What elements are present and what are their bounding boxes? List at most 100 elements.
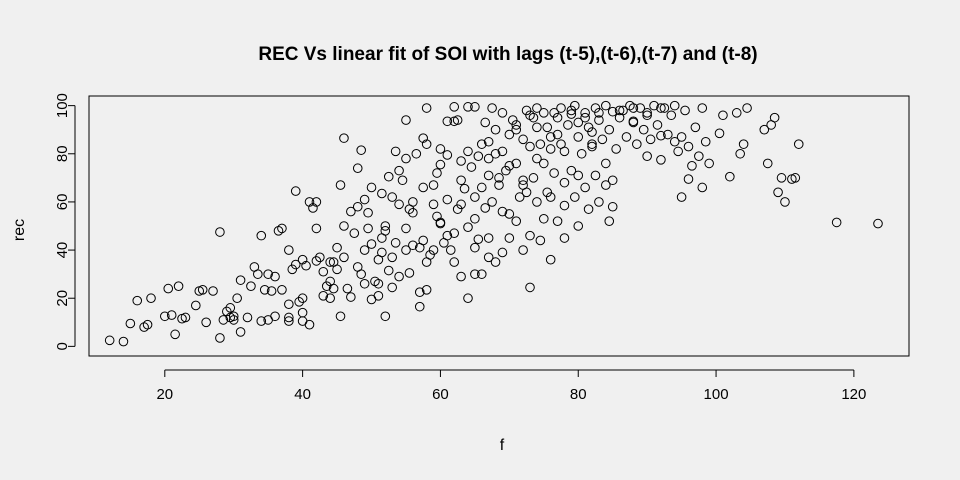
data-point <box>297 307 308 318</box>
data-point <box>518 175 528 186</box>
data-point <box>580 112 590 123</box>
data-point <box>580 108 590 118</box>
data-point <box>666 110 677 121</box>
data-point <box>349 228 360 239</box>
data-point <box>780 197 790 207</box>
data-point <box>504 209 515 219</box>
data-point <box>452 204 463 214</box>
data-point <box>552 112 563 123</box>
y-tick-label: 80 <box>54 145 71 162</box>
data-point <box>580 182 590 193</box>
data-point <box>676 132 687 142</box>
data-point <box>573 132 584 142</box>
data-point <box>170 329 180 340</box>
data-point <box>597 134 608 145</box>
data-point <box>356 145 366 155</box>
data-point <box>456 199 466 210</box>
data-point <box>497 247 508 258</box>
data-point <box>511 158 522 169</box>
x-axis: 20 40 60 80 100 120 <box>156 369 866 403</box>
data-point <box>414 301 425 312</box>
data-point <box>359 278 370 289</box>
data-point <box>321 281 332 291</box>
data-point <box>284 316 294 326</box>
data-point <box>494 173 504 183</box>
data-point <box>432 168 442 178</box>
data-point <box>383 265 394 276</box>
data-point <box>690 122 701 133</box>
data-point <box>511 124 522 135</box>
data-point <box>532 153 542 164</box>
data-point <box>559 233 570 243</box>
data-point <box>700 136 711 147</box>
data-point <box>518 245 528 255</box>
data-point <box>335 311 346 322</box>
data-point <box>525 141 535 152</box>
data-point <box>180 312 191 323</box>
data-point <box>325 257 335 267</box>
y-tick-label: 60 <box>54 194 71 211</box>
data-point <box>325 293 335 304</box>
data-point <box>418 235 429 246</box>
data-point <box>332 242 342 253</box>
data-point <box>625 100 635 111</box>
data-point <box>683 141 694 152</box>
data-point <box>225 303 236 313</box>
data-point <box>470 192 480 202</box>
data-point <box>456 156 466 166</box>
data-point <box>449 102 460 112</box>
data-point <box>538 158 549 169</box>
data-point <box>470 213 480 224</box>
data-point <box>535 235 546 246</box>
data-point <box>277 223 287 234</box>
data-point <box>452 115 463 125</box>
data-point <box>390 146 401 157</box>
data-point <box>514 192 525 202</box>
data-point <box>587 139 597 149</box>
data-point <box>773 187 783 198</box>
data-point <box>563 120 573 130</box>
data-point <box>263 269 273 279</box>
data-point <box>335 180 346 190</box>
data-point <box>673 146 683 157</box>
data-point <box>201 317 211 328</box>
data-point <box>356 269 366 279</box>
data-point <box>538 213 549 224</box>
data-point <box>132 295 143 306</box>
data-point <box>363 207 373 218</box>
data-point <box>449 257 460 267</box>
data-point <box>218 315 229 325</box>
data-point <box>476 139 487 149</box>
data-point <box>242 312 253 323</box>
data-point <box>222 306 232 317</box>
data-point <box>442 230 453 241</box>
data-point <box>277 284 287 295</box>
data-point <box>532 122 542 133</box>
data-point <box>297 293 308 304</box>
data-point <box>463 222 473 233</box>
data-point <box>104 335 115 346</box>
data-point <box>618 105 628 116</box>
data-point <box>284 299 294 310</box>
data-point <box>507 115 518 125</box>
data-point <box>435 144 446 154</box>
data-point <box>473 234 484 245</box>
data-point <box>290 259 301 270</box>
x-tick-label: 120 <box>841 386 866 403</box>
data-point <box>421 103 432 113</box>
data-point <box>256 316 267 326</box>
data-point <box>649 100 659 111</box>
data-point <box>377 233 387 243</box>
data-point <box>542 187 553 198</box>
data-point <box>342 283 353 294</box>
data-point <box>394 165 404 176</box>
data-point <box>294 297 304 307</box>
data-point <box>421 257 432 267</box>
data-point <box>442 150 453 160</box>
data-point <box>831 217 842 228</box>
data-point <box>483 153 494 164</box>
data-point <box>311 256 322 266</box>
data-point <box>253 269 263 279</box>
data-point <box>442 194 453 205</box>
data-point <box>494 180 504 190</box>
